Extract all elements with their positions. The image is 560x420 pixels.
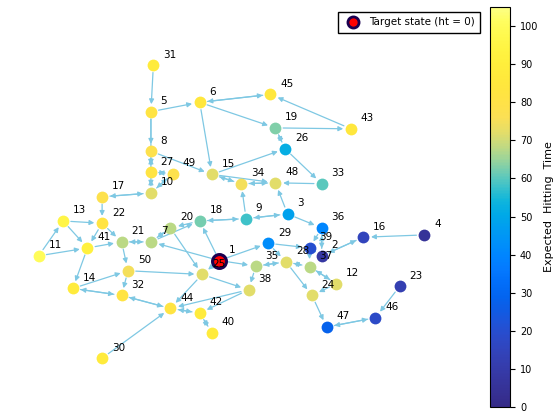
- Text: 7: 7: [161, 226, 167, 236]
- Text: 12: 12: [346, 268, 360, 278]
- Text: 44: 44: [180, 293, 193, 303]
- Text: 16: 16: [373, 222, 386, 232]
- Text: 29: 29: [278, 228, 291, 238]
- Text: 35: 35: [265, 250, 279, 260]
- Text: 46: 46: [385, 302, 398, 312]
- Text: 1: 1: [229, 245, 236, 255]
- Text: 31: 31: [163, 50, 176, 60]
- Text: 28: 28: [296, 246, 309, 256]
- Text: 50: 50: [138, 255, 151, 265]
- Text: 47: 47: [337, 312, 349, 321]
- Text: 3: 3: [297, 198, 304, 208]
- Text: 5: 5: [161, 96, 167, 106]
- Text: 27: 27: [161, 157, 174, 166]
- Text: 42: 42: [209, 297, 223, 307]
- Text: 30: 30: [112, 343, 125, 353]
- Text: 6: 6: [209, 87, 216, 97]
- Text: 20: 20: [180, 213, 193, 222]
- Text: 19: 19: [285, 112, 298, 122]
- Text: 18: 18: [209, 205, 223, 215]
- Text: 2: 2: [332, 240, 338, 250]
- Text: 15: 15: [222, 159, 235, 169]
- Text: 11: 11: [48, 240, 62, 250]
- Text: 43: 43: [361, 113, 374, 123]
- Legend: Target state (ht = 0): Target state (ht = 0): [338, 12, 480, 33]
- Text: 23: 23: [409, 270, 423, 281]
- Text: 41: 41: [97, 232, 110, 242]
- Text: 49: 49: [183, 158, 196, 168]
- Text: 9: 9: [256, 203, 263, 213]
- Y-axis label: Expected  Hitting  Time: Expected Hitting Time: [544, 142, 554, 273]
- Text: 10: 10: [161, 178, 174, 187]
- Text: 26: 26: [295, 133, 308, 143]
- Text: 22: 22: [112, 208, 125, 218]
- Text: 34: 34: [251, 168, 264, 178]
- Text: 48: 48: [285, 167, 298, 177]
- Text: 21: 21: [132, 226, 144, 236]
- Text: 4: 4: [434, 219, 441, 229]
- Text: 40: 40: [222, 317, 235, 327]
- Text: 24: 24: [322, 280, 335, 290]
- Text: 45: 45: [280, 79, 293, 89]
- Text: 38: 38: [258, 274, 272, 284]
- Text: 37: 37: [319, 251, 333, 261]
- Text: 8: 8: [161, 136, 167, 146]
- Text: 36: 36: [332, 213, 345, 222]
- Text: 14: 14: [82, 273, 96, 283]
- Text: 33: 33: [332, 168, 345, 178]
- Text: 32: 32: [132, 280, 144, 290]
- Text: 39: 39: [319, 232, 333, 242]
- Text: 17: 17: [112, 181, 125, 191]
- Text: 25: 25: [212, 259, 225, 269]
- Text: 13: 13: [73, 205, 86, 215]
